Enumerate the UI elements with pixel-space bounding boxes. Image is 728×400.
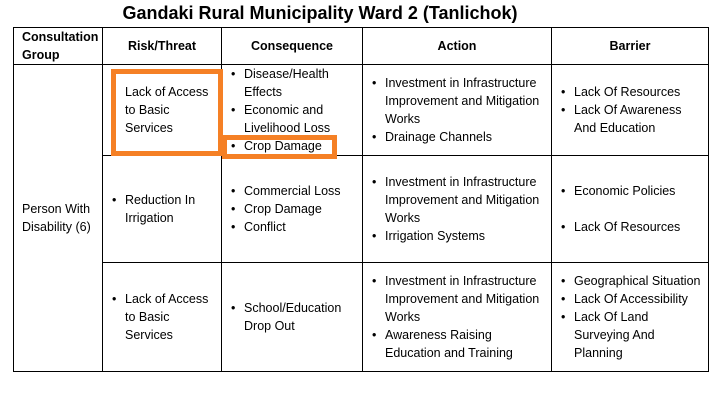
barrier-cell: Economic Policies Lack Of Resources xyxy=(551,155,709,263)
barrier-cell: Lack Of Resources Lack Of Awareness And … xyxy=(551,64,709,156)
list-item: Drainage Channels xyxy=(372,128,547,146)
list-item: Crop Damage xyxy=(231,137,358,155)
action-cell: Investment in Infrastructure Improvement… xyxy=(362,64,552,156)
action-cell: Investment in Infrastructure Improvement… xyxy=(362,155,552,263)
header-risk: Risk/Threat xyxy=(102,27,222,65)
list-item: Lack of Access to Basic Services xyxy=(112,290,217,344)
list-item: Lack Of Resources xyxy=(561,83,704,101)
header-consultation-group: Consultation Group xyxy=(13,27,103,65)
list-item: Lack Of Awareness And Education xyxy=(561,101,704,137)
table-row: Reduction In Irrigation Commercial Loss … xyxy=(14,155,709,263)
list-item: Investment in Infrastructure Improvement… xyxy=(372,74,547,128)
list-item: Lack of Access to Basic Services xyxy=(112,83,217,137)
list-item: Lack Of Land Surveying And Planning xyxy=(561,308,704,362)
page-title: Gandaki Rural Municipality Ward 2 (Tanli… xyxy=(122,3,518,23)
consultation-table: Consultation Group Risk/Threat Consequen… xyxy=(13,27,709,372)
header-barrier: Barrier xyxy=(551,27,709,65)
list-item: Conflict xyxy=(231,218,358,236)
list-item: Awareness Raising Education and Training xyxy=(372,326,547,362)
consequence-cell: School/Education Drop Out xyxy=(221,262,363,372)
list-item: Reduction In Irrigation xyxy=(112,191,217,227)
list-item: Crop Damage xyxy=(231,200,358,218)
list-item: Economic and Livelihood Loss xyxy=(231,101,358,137)
barrier-cell: Geographical Situation Lack Of Accessibi… xyxy=(551,262,709,372)
list-item: Disease/Health Effects xyxy=(231,65,358,101)
consequence-cell: Commercial Loss Crop Damage Conflict xyxy=(221,155,363,263)
risk-cell: Lack of Access to Basic Services xyxy=(102,64,222,156)
list-item: Lack Of Accessibility xyxy=(561,290,704,308)
header-action: Action xyxy=(362,27,552,65)
list-item: School/Education Drop Out xyxy=(231,299,358,335)
list-item: Commercial Loss xyxy=(231,182,358,200)
list-item: Investment in Infrastructure Improvement… xyxy=(372,272,547,326)
table-row: Lack of Access to Basic Services School/… xyxy=(14,262,709,372)
consequence-cell: Disease/Health Effects Economic and Live… xyxy=(221,64,363,156)
table-row: Person With Disability (6) Lack of Acces… xyxy=(13,64,709,372)
list-item: Economic Policies xyxy=(561,182,704,200)
header-consequence: Consequence xyxy=(221,27,363,65)
risk-cell: Lack of Access to Basic Services xyxy=(102,262,222,372)
list-item: Irrigation Systems xyxy=(372,227,547,245)
risk-cell: Reduction In Irrigation xyxy=(102,155,222,263)
list-item: Investment in Infrastructure Improvement… xyxy=(372,173,547,227)
list-item: Lack Of Resources xyxy=(561,218,704,236)
consultation-group-cell: Person With Disability (6) xyxy=(13,64,103,372)
list-item: Geographical Situation xyxy=(561,272,704,290)
action-cell: Investment in Infrastructure Improvement… xyxy=(362,262,552,372)
table-header-row: Consultation Group Risk/Threat Consequen… xyxy=(13,27,709,65)
